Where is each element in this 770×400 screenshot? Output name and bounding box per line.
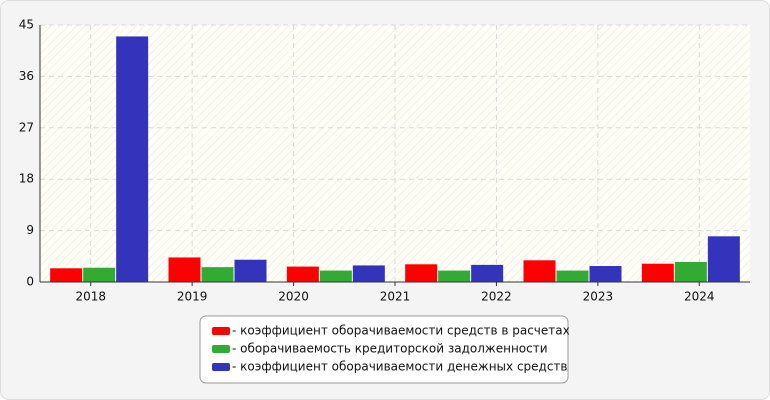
bar — [50, 268, 83, 282]
legend-label: - коэффициент оборачиваемости денежных с… — [232, 360, 568, 374]
y-tick-label: 45 — [19, 18, 34, 32]
x-tick-label: 2018 — [75, 290, 106, 304]
bar — [201, 267, 234, 282]
legend-swatch — [212, 363, 230, 371]
x-tick-label: 2023 — [583, 290, 614, 304]
y-tick-label: 9 — [26, 223, 34, 237]
x-tick-label: 2022 — [481, 290, 512, 304]
legend-swatch — [212, 345, 230, 353]
bar — [352, 265, 385, 282]
y-tick-label: 0 — [26, 275, 34, 289]
bar — [405, 264, 438, 282]
bar — [116, 36, 149, 282]
bar — [286, 266, 319, 282]
bar — [471, 264, 504, 282]
x-tick-label: 2024 — [684, 290, 715, 304]
bar — [168, 257, 201, 282]
x-tick-label: 2021 — [380, 290, 411, 304]
legend-label: - оборачиваемость кредиторской задолженн… — [232, 342, 548, 356]
bar — [674, 262, 707, 282]
bar — [707, 236, 740, 282]
bar — [234, 259, 267, 282]
bar — [589, 266, 622, 282]
legend-label: - коэффициент оборачиваемости средств в … — [232, 324, 570, 338]
y-tick-label: 36 — [19, 69, 34, 83]
y-tick-label: 27 — [19, 120, 34, 134]
y-tick-label: 18 — [19, 172, 34, 186]
bar — [523, 260, 556, 282]
bar — [319, 270, 352, 282]
legend-swatch — [212, 327, 230, 335]
bar — [556, 270, 589, 282]
bar — [83, 267, 116, 282]
x-tick-label: 2019 — [177, 290, 208, 304]
legend-box — [199, 315, 569, 384]
bar — [438, 270, 471, 282]
bar — [641, 263, 674, 282]
x-tick-label: 2020 — [278, 290, 309, 304]
